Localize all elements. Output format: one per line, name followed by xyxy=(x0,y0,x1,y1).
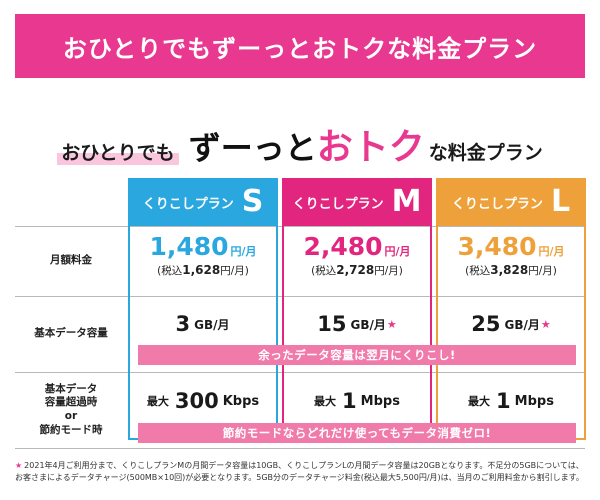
capacity-unit: GB/月 xyxy=(194,317,230,332)
headline-accent: おトク xyxy=(316,127,425,168)
speed-unit: Kbps xyxy=(222,393,260,409)
speed-unit: Mbps xyxy=(360,393,400,409)
price-tax-included: (税込2,728円/月) xyxy=(311,263,403,277)
headline-suffix: な料金プラン xyxy=(428,142,543,164)
speed-label-line: or xyxy=(64,410,78,422)
row-divider xyxy=(15,226,585,227)
speed-value: 300 xyxy=(174,389,219,413)
plan-header-s: くりこしプラン S xyxy=(128,178,278,226)
speed-label-line: 容量超過時 xyxy=(44,396,98,409)
plan-name: くりこしプラン xyxy=(292,196,384,212)
speed-prefix: 最大 xyxy=(314,395,337,408)
speed-value: 1 xyxy=(496,389,511,413)
row-label-data-capacity: 基本データ容量 xyxy=(34,327,108,340)
star-icon: ★ xyxy=(386,317,397,331)
capacity-m: 15 GB/月 ★ xyxy=(282,306,432,342)
price-tax-included: (税込1,628円/月) xyxy=(157,263,249,277)
carryover-bar: 余ったデータ容量は翌月にくりこし! xyxy=(138,345,576,365)
plan-header-m: くりこしプラン M xyxy=(282,178,432,226)
speed-l: 最大 1 Mbps xyxy=(436,383,586,419)
capacity-s: 3 GB/月 xyxy=(128,306,278,342)
headline: おひとりでも ずーっと おトク な料金プラン xyxy=(0,118,600,168)
row-label-speed: 基本データ 容量超過時 or 節約モード時 xyxy=(15,372,127,448)
star-icon: ★ xyxy=(540,317,551,331)
capacity-value: 25 xyxy=(471,312,501,336)
headline-prefix: おひとりでも xyxy=(57,138,179,165)
capacity-unit: GB/月 xyxy=(504,317,540,332)
saving-mode-bar: 節約モードならどれだけ使ってもデータ消費ゼロ! xyxy=(138,423,576,443)
price-l: 3,480 円/月 (税込3,828円/月) xyxy=(436,228,586,294)
plan-letter: L xyxy=(550,184,571,219)
price-unit: 円/月 xyxy=(230,245,257,258)
plan-header-l: くりこしプラン L xyxy=(436,178,586,226)
price-value: 1,480 xyxy=(149,232,229,261)
capacity-value: 15 xyxy=(317,312,347,336)
speed-prefix: 最大 xyxy=(468,395,491,408)
speed-s: 最大 300 Kbps xyxy=(128,383,278,419)
star-icon: ★ xyxy=(15,461,23,470)
price-value: 3,480 xyxy=(457,232,537,261)
price-m: 2,480 円/月 (税込2,728円/月) xyxy=(282,228,432,294)
price-value: 2,480 xyxy=(303,232,383,261)
speed-prefix: 最大 xyxy=(146,395,169,408)
speed-label-line: 基本データ xyxy=(44,382,98,395)
speed-label-line: 節約モード時 xyxy=(39,423,103,436)
plan-column-s: くりこしプラン S xyxy=(128,178,278,440)
headline-main: ずーっと xyxy=(188,129,317,167)
footnote-text: 2021年4月ご利用分まで、くりこしプランMの月間データ容量は10GB、くりこし… xyxy=(15,461,584,482)
price-unit: 円/月 xyxy=(538,245,565,258)
price-s: 1,480 円/月 (税込1,628円/月) xyxy=(128,228,278,294)
speed-m: 最大 1 Mbps xyxy=(282,383,432,419)
footnote: ★ 2021年4月ご利用分まで、くりこしプランMの月間データ容量は10GB、くりこ… xyxy=(15,460,585,483)
plan-column-l: くりこしプラン L xyxy=(436,178,586,440)
banner-title: おひとりでもずーっとおトクな料金プラン xyxy=(62,34,538,63)
row-divider xyxy=(15,296,585,297)
top-banner: おひとりでもずーっとおトクな料金プラン xyxy=(15,14,585,78)
plan-letter: M xyxy=(391,184,422,219)
price-unit: 円/月 xyxy=(384,245,411,258)
carryover-text: 余ったデータ容量は翌月にくりこし! xyxy=(258,348,456,362)
row-label-monthly-fee: 月額料金 xyxy=(50,254,92,267)
speed-unit: Mbps xyxy=(514,393,554,409)
saving-mode-text: 節約モードならどれだけ使ってもデータ消費ゼロ! xyxy=(222,426,492,440)
speed-value: 1 xyxy=(342,389,357,413)
plan-name: くりこしプラン xyxy=(451,196,543,212)
capacity-unit: GB/月 xyxy=(350,317,386,332)
price-tax-included: (税込3,828円/月) xyxy=(465,263,557,277)
capacity-value: 3 xyxy=(175,312,191,336)
row-divider xyxy=(15,372,585,373)
capacity-l: 25 GB/月 ★ xyxy=(436,306,586,342)
plan-letter: S xyxy=(241,184,264,219)
row-divider xyxy=(15,448,585,449)
plan-name: くりこしプラン xyxy=(142,196,234,212)
